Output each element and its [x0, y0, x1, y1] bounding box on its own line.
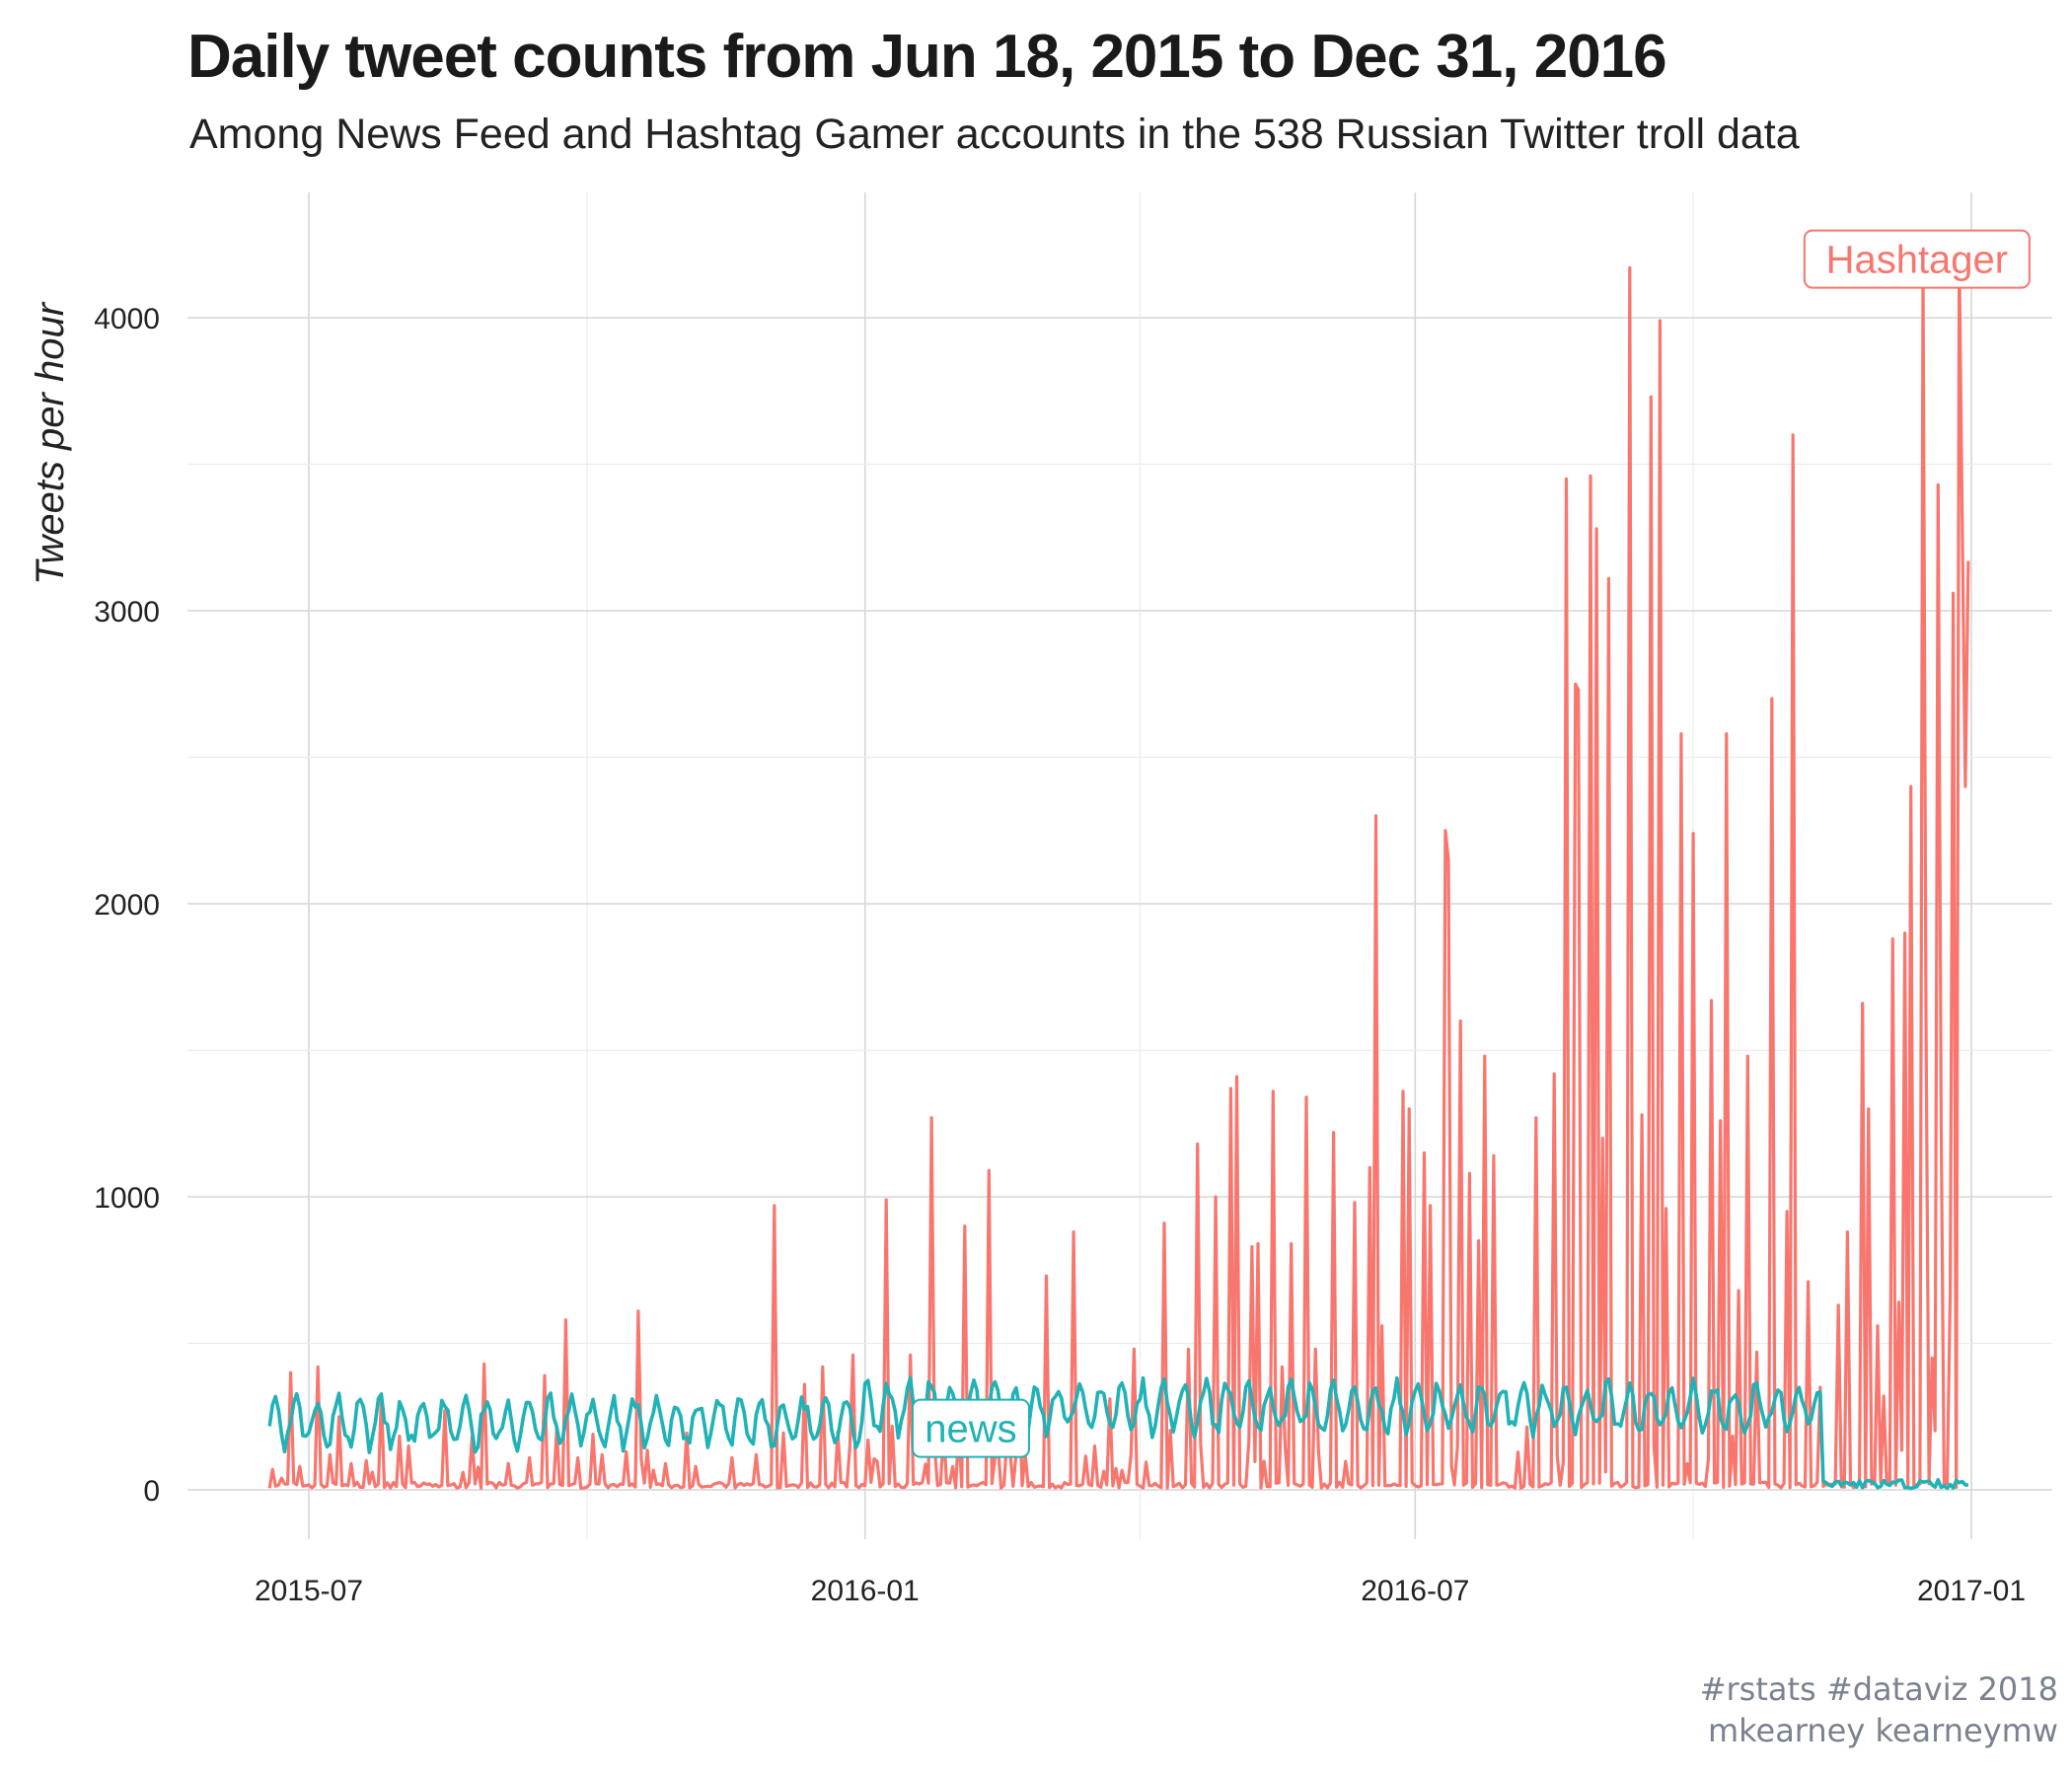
- grid-lines: [187, 192, 2052, 1539]
- y-axis-label: Tweets per hour: [29, 301, 72, 585]
- y-tick-label: 4000: [94, 303, 160, 335]
- axis-ticks: 0 1000 2000 3000 4000 2015-07 2016-01 2016-07 20…: [94, 303, 2026, 1607]
- label-text: news: [925, 1408, 1016, 1451]
- y-tick-label: 1000: [94, 1182, 160, 1215]
- x-tick-label: 2016-01: [811, 1575, 920, 1607]
- x-tick-label: 2017-01: [1917, 1575, 2026, 1607]
- y-tick-label: 0: [143, 1475, 160, 1508]
- chart-subtitle: Among News Feed and Hashtag Gamer accoun…: [189, 111, 1800, 158]
- label-news: news: [911, 1398, 1030, 1458]
- label-box: [911, 1398, 1030, 1458]
- caption-hashtags: #rstats #dataviz 2018: [1699, 1670, 2058, 1708]
- caption-handles: mkearney kearneymw: [1707, 1712, 2058, 1749]
- chart-canvas: 0 1000 2000 3000 4000 2015-07 2016-01 2016-07 20…: [29, 192, 2052, 1607]
- y-tick-label: 2000: [94, 889, 160, 922]
- x-tick-label: 2015-07: [255, 1575, 363, 1607]
- series-line-hashtager: [267, 252, 1970, 1490]
- label-box: [1803, 229, 2031, 289]
- series-line-news: [267, 1375, 1969, 1491]
- y-tick-label: 3000: [94, 596, 160, 629]
- x-tick-label: 2016-07: [1361, 1575, 1469, 1607]
- label-text: Hashtager: [1826, 239, 2009, 282]
- series-labels: Hashtager news: [911, 229, 2031, 1458]
- label-hashtager: Hashtager: [1803, 229, 2031, 289]
- chart-title: Daily tweet counts from Jun 18, 2015 to …: [187, 23, 1667, 91]
- series-lines: [267, 252, 1970, 1491]
